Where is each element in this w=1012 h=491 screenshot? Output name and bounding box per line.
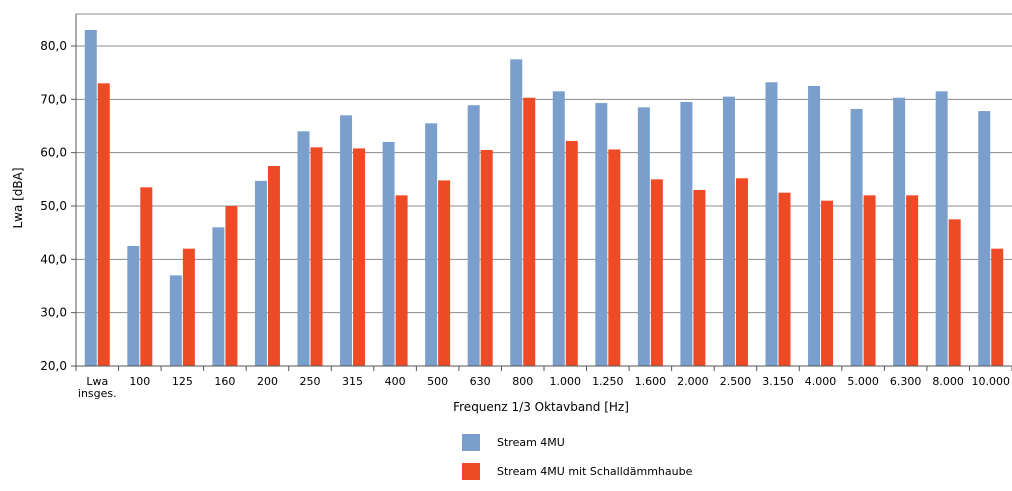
axes (75, 14, 1012, 371)
bar (353, 148, 366, 366)
legend-swatch (462, 434, 480, 451)
bar (935, 91, 948, 366)
bar (722, 96, 735, 367)
bar (267, 166, 280, 366)
x-tick-label: 2.000 (677, 375, 709, 388)
x-tick-label: 3.150 (762, 375, 794, 388)
x-tick-label: 5.000 (847, 375, 879, 388)
bar (395, 195, 408, 366)
x-tick-label: 10.000 (971, 375, 1010, 388)
y-tick-labels: 20,0 30,0 40,0 50,0 60,0 70,0 80,0 (40, 39, 67, 373)
bar (906, 195, 919, 366)
x-tick-label: 500 (427, 375, 448, 388)
x-tick-label: 1.000 (550, 375, 582, 388)
y-tick-label: 40,0 (40, 252, 67, 266)
x-tick-label: 4.000 (805, 375, 837, 388)
bar (382, 142, 395, 366)
bar (608, 149, 621, 366)
x-axis-title: Frequenz 1/3 Oktavband [Hz] (453, 400, 629, 414)
legend-swatch (462, 463, 480, 480)
x-tick-label: 160 (214, 375, 235, 388)
bar (637, 107, 650, 366)
bar (254, 180, 267, 366)
x-tick-label: Lwa insges. (78, 375, 117, 400)
legend-label: Stream 4MU (497, 436, 565, 449)
legend: Stream 4MU Stream 4MU mit Schalldämmhaube (462, 434, 693, 480)
bar (650, 179, 663, 366)
bar (438, 180, 451, 366)
bar (212, 227, 225, 366)
bar (310, 147, 323, 366)
x-tick-label: 400 (385, 375, 406, 388)
bar (893, 97, 906, 366)
x-tick-label: 315 (342, 375, 363, 388)
bar (510, 59, 523, 366)
bar (680, 102, 693, 366)
bar (297, 131, 310, 366)
bar (467, 105, 480, 366)
bar (863, 195, 876, 366)
x-tick-label: 200 (257, 375, 278, 388)
bar (565, 140, 578, 366)
y-tick-label: 20,0 (40, 359, 67, 373)
y-tick-label: 30,0 (40, 306, 67, 320)
bar (340, 115, 353, 366)
y-tick-label: 80,0 (40, 39, 67, 53)
x-tick-label: 125 (172, 375, 193, 388)
y-axis-title: Lwa [dBA] (11, 167, 25, 228)
x-tick-label: 1.600 (635, 375, 667, 388)
bar (765, 82, 778, 367)
bar (693, 190, 706, 366)
bar (850, 108, 863, 366)
bar (97, 83, 110, 366)
bar (735, 178, 748, 366)
x-tick-label: 250 (300, 375, 321, 388)
legend-label: Stream 4MU mit Schalldämmhaube (497, 465, 693, 478)
x-tick-label: 100 (129, 375, 150, 388)
y-tick-label: 60,0 (40, 146, 67, 160)
bar (225, 206, 238, 366)
bar (595, 103, 608, 367)
x-tick-label: 630 (470, 375, 491, 388)
bar (523, 97, 536, 366)
bar (127, 246, 140, 366)
y-tick-label: 50,0 (40, 199, 67, 213)
bar (169, 275, 182, 366)
bar (182, 248, 195, 366)
x-tick-label: 2.500 (720, 375, 752, 388)
bar (991, 248, 1004, 366)
bar (84, 30, 97, 366)
bar (808, 86, 821, 366)
bar (425, 123, 438, 366)
bar (778, 192, 791, 366)
bar (978, 111, 991, 366)
bar (480, 150, 493, 366)
bar (948, 219, 961, 366)
y-tick-label: 70,0 (40, 92, 67, 106)
bar (821, 200, 834, 366)
bar (552, 91, 565, 366)
x-tick-label: 6.300 (890, 375, 922, 388)
x-tick-label: 1.250 (592, 375, 624, 388)
bar (140, 187, 153, 366)
x-tick-labels: Lwa insges. 100 125 160 200 250 315 400 500 630 800… (78, 375, 1010, 400)
x-tick-label: 8.000 (932, 375, 964, 388)
x-tick-label: 800 (512, 375, 533, 388)
bars (84, 30, 1004, 367)
